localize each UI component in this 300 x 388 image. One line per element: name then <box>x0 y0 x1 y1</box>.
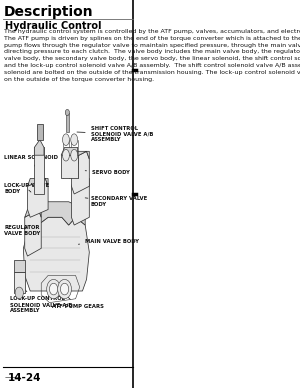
Ellipse shape <box>58 279 71 299</box>
Text: SERVO BODY: SERVO BODY <box>85 170 130 175</box>
Text: Description: Description <box>4 5 94 19</box>
Text: SECONDARY VALVE
BODY: SECONDARY VALVE BODY <box>85 196 147 207</box>
Bar <box>66 113 69 132</box>
Polygon shape <box>28 202 85 233</box>
Ellipse shape <box>15 287 23 299</box>
Polygon shape <box>61 147 78 155</box>
Bar <box>34 147 44 194</box>
Bar <box>14 260 25 272</box>
Ellipse shape <box>65 109 69 116</box>
Polygon shape <box>71 178 89 186</box>
Polygon shape <box>28 178 48 186</box>
Text: ——: —— <box>4 373 21 382</box>
Polygon shape <box>25 210 41 217</box>
Text: LOCK-UP CONTROL
SOLENOID VALVE A/B
ASSEMBLY: LOCK-UP CONTROL SOLENOID VALVE A/B ASSEM… <box>10 285 72 313</box>
Polygon shape <box>25 210 41 256</box>
Bar <box>14 272 25 293</box>
Polygon shape <box>23 217 89 291</box>
Polygon shape <box>28 178 48 217</box>
Polygon shape <box>71 151 89 194</box>
Ellipse shape <box>62 134 69 146</box>
Text: MAIN VALVE BODY: MAIN VALVE BODY <box>78 239 139 244</box>
Text: REGULATOR
VALVE BODY: REGULATOR VALVE BODY <box>4 225 41 236</box>
Text: LOCK-UP VALVE
BODY: LOCK-UP VALVE BODY <box>4 183 50 194</box>
Polygon shape <box>71 178 89 225</box>
Ellipse shape <box>47 279 61 299</box>
Text: ATF PUMP GEARS: ATF PUMP GEARS <box>52 291 104 309</box>
Bar <box>61 155 78 178</box>
Text: LINEAR SOLENOID: LINEAR SOLENOID <box>4 155 58 172</box>
Text: 14-24: 14-24 <box>8 373 41 383</box>
Polygon shape <box>71 151 89 159</box>
Ellipse shape <box>61 283 69 295</box>
Ellipse shape <box>62 149 69 161</box>
Text: Hydraulic Control: Hydraulic Control <box>5 21 102 31</box>
Ellipse shape <box>71 149 78 161</box>
Bar <box>37 124 43 140</box>
Text: The hydraulic control system is controlled by the ATF pump, valves, accumulators: The hydraulic control system is controll… <box>4 29 300 82</box>
Polygon shape <box>34 140 44 155</box>
Ellipse shape <box>71 134 78 146</box>
Ellipse shape <box>50 283 58 295</box>
Text: SHIFT CONTROL
SOLENOID VALVE A/B
ASSEMBLY: SHIFT CONTROL SOLENOID VALVE A/B ASSEMBL… <box>77 126 153 142</box>
